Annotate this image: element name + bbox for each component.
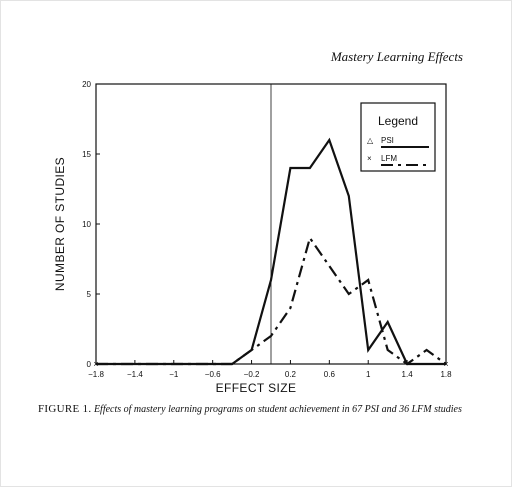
x-tick-label: −1 — [169, 370, 179, 379]
legend-marker-lfm: × — [367, 154, 372, 163]
y-tick-label: 5 — [87, 290, 92, 299]
axis-end-marker: × — [443, 359, 448, 369]
legend-label-psi: PSI — [381, 136, 394, 145]
y-tick-label: 0 — [87, 360, 92, 369]
running-head: Mastery Learning Effects — [330, 49, 463, 64]
x-tick-label: 1.4 — [402, 370, 414, 379]
legend-label-lfm: LFM — [381, 154, 397, 163]
x-tick-label: 0.6 — [324, 370, 336, 379]
x-tick-label: −0.6 — [205, 370, 221, 379]
y-tick-label: 20 — [82, 80, 91, 89]
axis-end-marker: × — [93, 359, 98, 369]
x-tick-label: −1.4 — [127, 370, 143, 379]
series-line-lfm — [96, 235, 447, 366]
x-tick-label: 0.2 — [285, 370, 297, 379]
figure-label: FIGURE 1. — [38, 403, 92, 415]
x-tick-label: −1.8 — [88, 370, 104, 379]
x-tick-label: −0.2 — [244, 370, 260, 379]
effect-size-chart: −1.8 −1.4 −1 −0.6 −0.2 0.2 0.6 1 1.4 1.805101520 … — [53, 80, 452, 395]
y-tick-label: 15 — [82, 150, 91, 159]
chart-legend: Legend △ PSI × LFM — [360, 102, 436, 172]
figure-caption: FIGURE 1. Effects of mastery learning pr… — [38, 403, 478, 416]
legend-marker-psi: △ — [367, 136, 374, 145]
chart-series: × × — [93, 137, 449, 369]
chart-ticks: −1.8 −1.4 −1 −0.6 −0.2 0.2 0.6 1 1.4 1.8 0 5 10 15 20 — [82, 80, 452, 379]
legend-title: Legend — [378, 114, 418, 128]
legend-box — [360, 102, 436, 172]
x-tick-label: 1.8 — [440, 370, 452, 379]
y-axis-title: NUMBER OF STUDIES — [53, 157, 67, 291]
figure-caption-text: Effects of mastery learning programs on … — [93, 404, 462, 415]
x-tick-label: 1 — [366, 370, 371, 379]
x-axis-title: EFFECT SIZE — [216, 381, 297, 395]
y-tick-label: 10 — [82, 220, 91, 229]
